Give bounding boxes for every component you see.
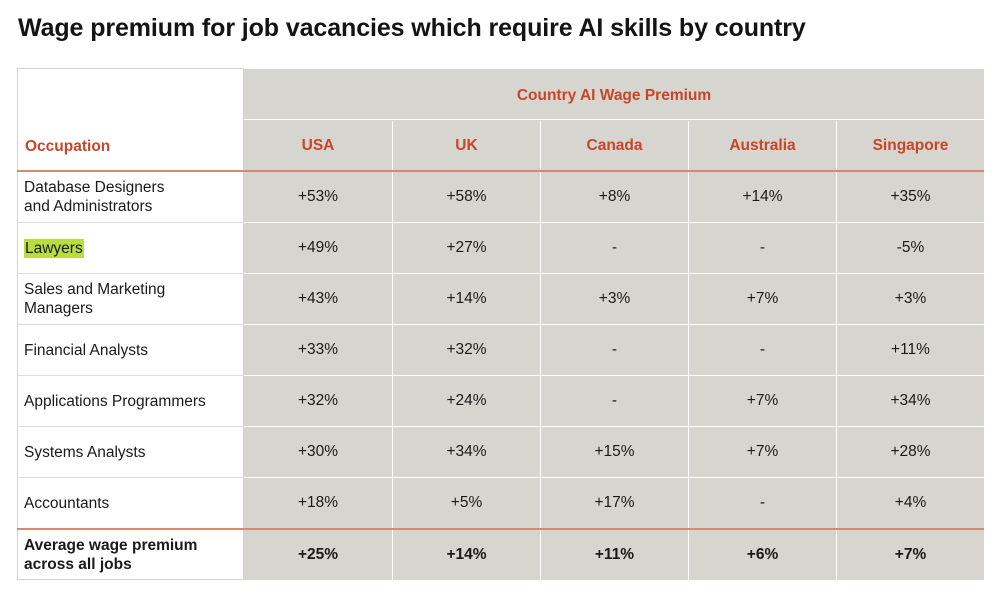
value-cell-singapore: +28% [836, 427, 984, 478]
occupation-label: Applications Programmers [24, 392, 206, 410]
occupation-header: Occupation [25, 138, 111, 155]
occupation-cell: Lawyers [17, 223, 244, 274]
occupation-label: Lawyers [24, 238, 84, 258]
value-cell-usa: +18% [244, 478, 392, 529]
table-row: Applications Programmers +32% +24% - +7% +34% [17, 376, 984, 427]
value-cell-singapore: +3% [836, 274, 984, 325]
average-row: Average wage premium across all jobs +25… [17, 530, 984, 580]
country-group-header: Country AI Wage Premium [516, 87, 712, 104]
occupation-label: Systems Analysts [24, 443, 146, 461]
wage-premium-table: Occupation Country AI Wage Premium USA U… [17, 68, 984, 580]
table-row: Financial Analysts +33% +32% - - +11% [17, 325, 984, 376]
occupation-label: Database Designers and Administrators [24, 179, 165, 215]
value-cell-uk: +14% [392, 274, 540, 325]
column-header-usa: USA [301, 137, 335, 154]
average-value-uk: +14% [392, 530, 540, 580]
occupation-cell: Systems Analysts [17, 427, 244, 478]
value-cell-uk: +32% [392, 325, 540, 376]
value-cell-singapore: +34% [836, 376, 984, 427]
value-cell-usa: +43% [244, 274, 392, 325]
column-header-singapore: Singapore [836, 121, 984, 171]
occupation-cell: Applications Programmers [17, 376, 244, 427]
average-value-australia: +6% [688, 530, 836, 580]
occupation-cell: Database Designers and Administrators [17, 172, 244, 223]
average-rule [17, 528, 984, 530]
value-cell-usa: +49% [244, 223, 392, 274]
table-row: Systems Analysts +30% +34% +15% +7% +28% [17, 427, 984, 478]
occupation-cell: Accountants [17, 478, 244, 529]
occupation-label: Financial Analysts [24, 341, 149, 359]
occupation-cell: Sales and Marketing Managers [17, 274, 244, 325]
value-cell-australia: +7% [688, 376, 836, 427]
average-value-usa: +25% [244, 530, 392, 580]
occupation-label: Sales and Marketing Managers [24, 281, 166, 317]
value-cell-uk: +24% [392, 376, 540, 427]
value-cell-canada: +8% [540, 172, 688, 223]
value-cell-uk: +34% [392, 427, 540, 478]
value-cell-usa: +33% [244, 325, 392, 376]
table-row: Database Designers and Administrators +53… [17, 172, 984, 223]
value-cell-australia: - [688, 325, 836, 376]
page-title: Wage premium for job vacancies which req… [18, 14, 806, 42]
value-cell-singapore: +4% [836, 478, 984, 529]
value-cell-usa: +53% [244, 172, 392, 223]
value-cell-australia: - [688, 478, 836, 529]
country-header-group: Country AI Wage Premium USA UK Canada Au… [244, 69, 984, 171]
value-cell-usa: +32% [244, 376, 392, 427]
average-label: Average wage premium across all jobs [17, 530, 244, 580]
value-cell-usa: +30% [244, 427, 392, 478]
column-header-uk: UK [392, 121, 540, 171]
value-cell-australia: +7% [688, 274, 836, 325]
value-cell-australia: +7% [688, 427, 836, 478]
table-row: Accountants +18% +5% +17% - +4% [17, 478, 984, 529]
value-cell-canada: - [540, 223, 688, 274]
table-row: Lawyers +49% +27% - - -5% [17, 223, 984, 274]
average-value-canada: +11% [540, 530, 688, 580]
occupation-label: Accountants [24, 494, 110, 512]
value-cell-canada: +15% [540, 427, 688, 478]
occupation-header-cell: Occupation [17, 68, 244, 170]
table-row: Sales and Marketing Managers +43% +14% +3% +… [17, 274, 984, 325]
value-cell-singapore: -5% [836, 223, 984, 274]
value-cell-uk: +27% [392, 223, 540, 274]
value-cell-singapore: +11% [836, 325, 984, 376]
value-cell-canada: +3% [540, 274, 688, 325]
column-header-canada: Canada [540, 121, 688, 171]
value-cell-australia: - [688, 223, 836, 274]
value-cell-canada: - [540, 325, 688, 376]
column-header-australia: Australia [688, 121, 836, 171]
value-cell-singapore: +35% [836, 172, 984, 223]
value-cell-canada: +17% [540, 478, 688, 529]
value-cell-canada: - [540, 376, 688, 427]
average-value-singapore: +7% [836, 530, 984, 580]
header-rule [17, 170, 984, 172]
occupation-cell: Financial Analysts [17, 325, 244, 376]
value-cell-uk: +58% [392, 172, 540, 223]
value-cell-uk: +5% [392, 478, 540, 529]
value-cell-australia: +14% [688, 172, 836, 223]
group-header-divider [244, 119, 984, 120]
